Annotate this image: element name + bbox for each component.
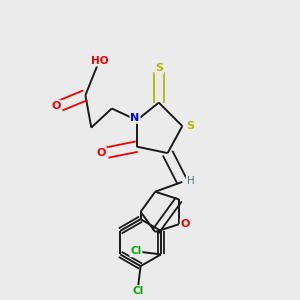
Text: Cl: Cl [130,247,142,256]
Text: O: O [96,148,106,158]
Text: HO: HO [91,56,109,66]
Text: O: O [181,219,190,229]
Text: H: H [187,176,194,186]
Text: Cl: Cl [133,286,144,296]
Text: O: O [51,100,60,110]
Text: S: S [155,63,164,73]
Text: S: S [187,121,194,131]
Text: N: N [130,113,140,123]
